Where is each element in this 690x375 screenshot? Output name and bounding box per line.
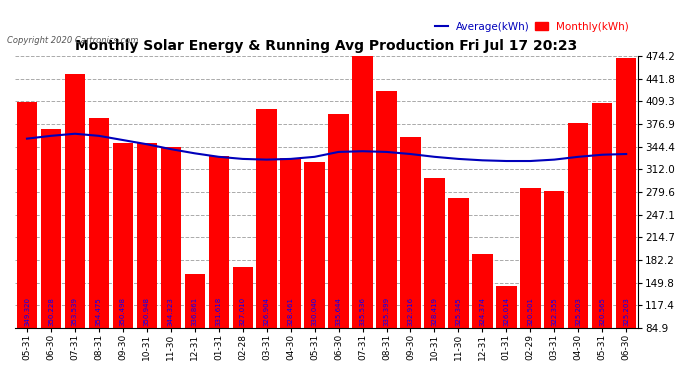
Bar [257,109,277,328]
Text: 335.644: 335.644 [335,297,342,326]
Bar [304,162,325,328]
Text: 335.399: 335.399 [384,297,390,326]
Bar [376,91,397,328]
Bar [233,267,253,328]
Bar [448,198,469,328]
Bar [208,156,229,328]
Text: 322.355: 322.355 [551,297,558,326]
Text: 324.374: 324.374 [480,297,485,326]
Bar [328,114,348,328]
Text: Copyright 2020 Cartronics.com: Copyright 2020 Cartronics.com [7,36,138,45]
Bar [353,49,373,328]
Text: 328.461: 328.461 [288,297,294,326]
Text: 349.320: 349.320 [24,297,30,326]
Bar [185,274,205,328]
Bar [592,103,613,328]
Bar [568,123,589,328]
Bar [400,137,421,328]
Text: 332.916: 332.916 [408,297,413,326]
Text: 350.948: 350.948 [144,297,150,326]
Text: 325.203: 325.203 [623,297,629,326]
Bar [65,74,85,328]
Bar [89,118,109,328]
Text: 335.536: 335.536 [359,297,366,326]
Bar [161,147,181,328]
Text: 326.014: 326.014 [503,297,509,326]
Text: 353.539: 353.539 [72,297,78,326]
Text: 320.501: 320.501 [527,297,533,326]
Text: 320.565: 320.565 [599,297,605,326]
Text: 330.040: 330.040 [312,297,317,326]
Title: Monthly Solar Energy & Running Avg Production Fri Jul 17 20:23: Monthly Solar Energy & Running Avg Produ… [75,39,578,53]
Text: 336.861: 336.861 [192,297,198,326]
Bar [496,286,517,328]
Bar [544,191,564,328]
Bar [112,143,133,328]
Text: 327.010: 327.010 [239,297,246,326]
Text: 331.618: 331.618 [216,297,221,326]
Legend: Average(kWh), Monthly(kWh): Average(kWh), Monthly(kWh) [431,18,633,36]
Text: 326.904: 326.904 [264,297,270,326]
Bar [472,254,493,328]
Text: 325.203: 325.203 [575,297,581,326]
Text: 354.475: 354.475 [96,297,102,326]
Text: 350.498: 350.498 [120,297,126,326]
Text: 344.323: 344.323 [168,297,174,326]
Bar [41,129,61,328]
Bar [137,143,157,328]
Text: 350.228: 350.228 [48,297,54,326]
Bar [520,188,540,328]
Bar [616,57,636,328]
Text: 325.345: 325.345 [455,297,462,326]
Bar [280,158,301,328]
Bar [17,102,37,328]
Text: 328.419: 328.419 [431,297,437,326]
Bar [424,178,444,328]
